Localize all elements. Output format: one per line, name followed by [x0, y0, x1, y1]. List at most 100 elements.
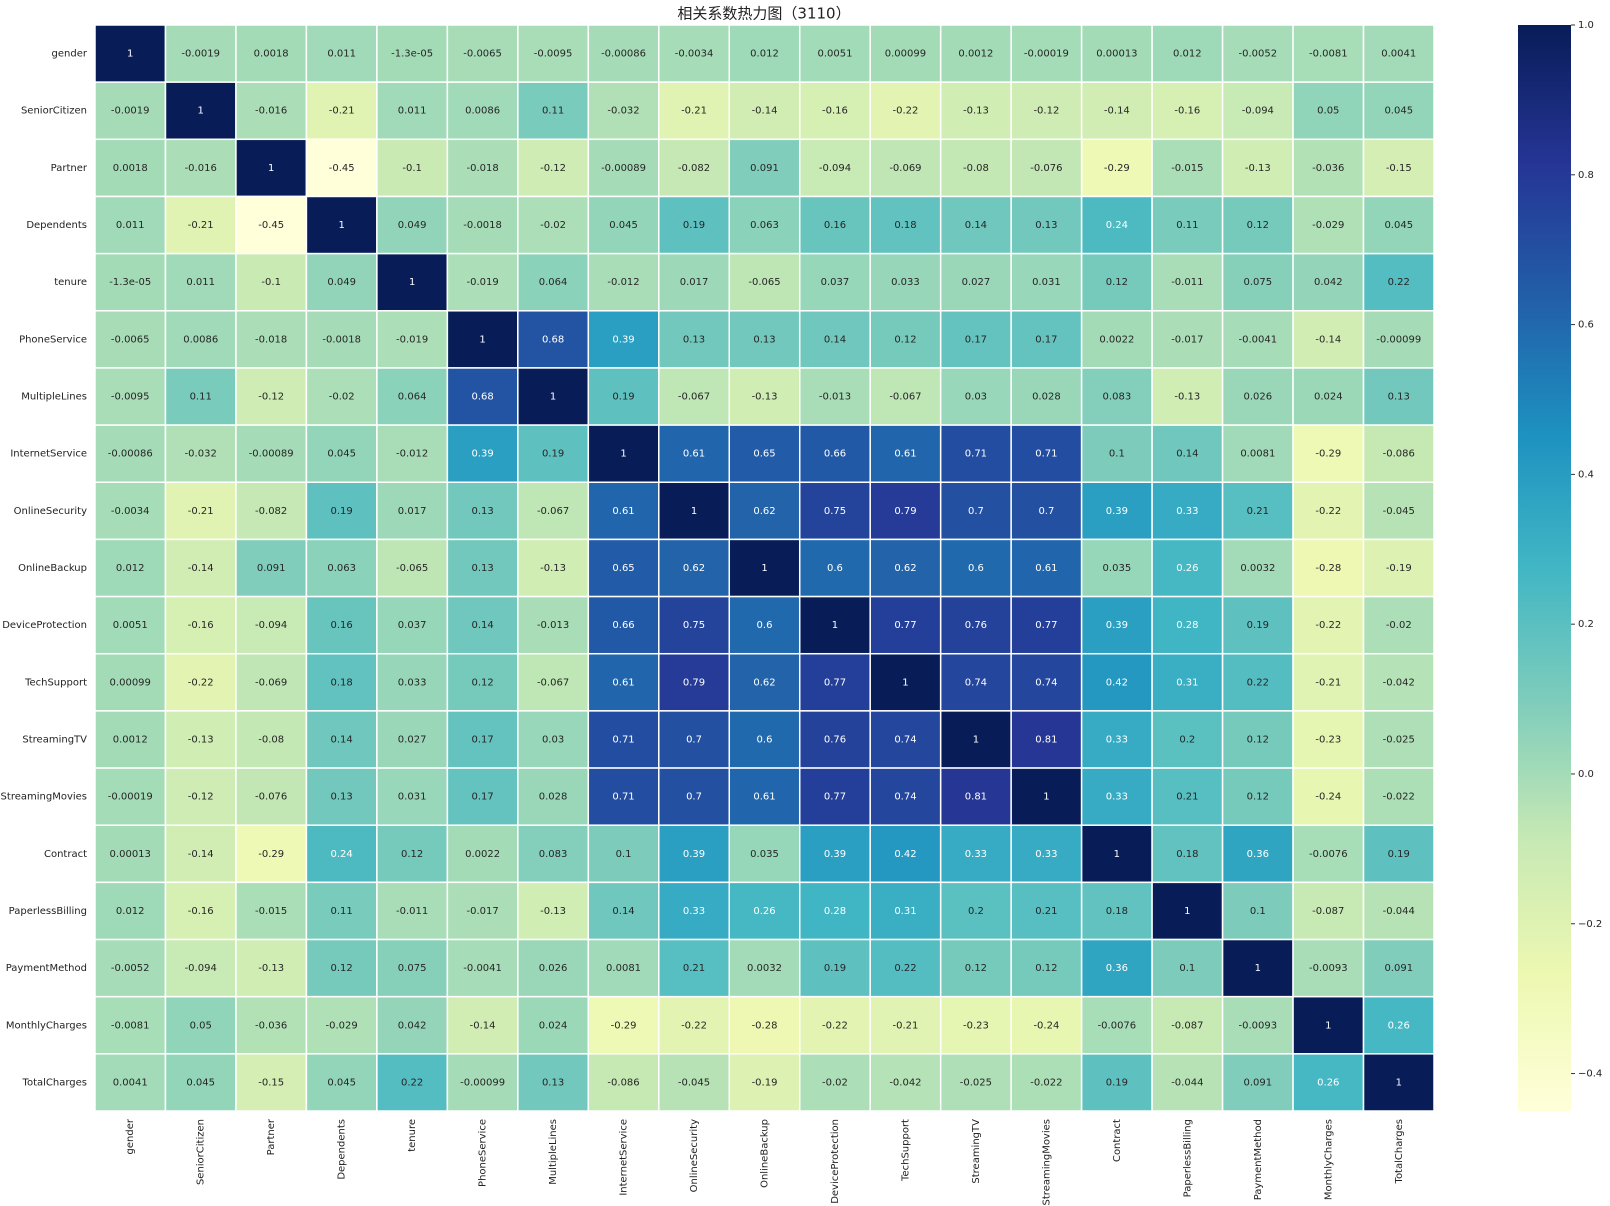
heatmap-cell	[587, 710, 660, 769]
cell-label: -0.12	[540, 163, 566, 174]
heatmap-cell	[305, 995, 378, 1055]
cell-label: -0.017	[1171, 334, 1203, 345]
heatmap-cell	[869, 367, 942, 426]
heatmap-cell	[446, 938, 519, 998]
heatmap-cell	[1221, 538, 1294, 598]
cell-label: 0.0012	[958, 49, 993, 60]
cell-label: 0.12	[1106, 277, 1128, 288]
cell-label: -0.017	[466, 906, 498, 917]
heatmap-cell	[235, 595, 308, 655]
heatmap-cell	[658, 310, 731, 369]
cell-label: 0.13	[1035, 220, 1057, 231]
cell-label: 1	[1396, 1077, 1402, 1088]
heatmap-cell	[376, 424, 449, 484]
cell-label: 0.063	[327, 563, 356, 574]
cell-label: 1	[691, 506, 697, 517]
cell-label: -0.00099	[460, 1077, 505, 1088]
heatmap-cell	[587, 652, 660, 712]
cell-label: 0.6	[757, 734, 773, 745]
heatmap-cell	[517, 995, 590, 1055]
cell-label: -0.0093	[1239, 1020, 1278, 1031]
cell-label: -0.0019	[111, 106, 150, 117]
heatmap-cell	[376, 595, 449, 655]
cell-label: 0.0086	[183, 334, 218, 345]
cell-label: -0.065	[748, 277, 780, 288]
y-tick-label: Partner	[51, 163, 88, 174]
heatmap-cell	[1362, 310, 1435, 369]
cell-label: 0.0012	[113, 734, 148, 745]
cell-label: 0.39	[612, 334, 634, 345]
cell-label: 0.1	[616, 849, 632, 860]
cell-label: -0.28	[752, 1020, 778, 1031]
cell-label: -0.019	[466, 277, 498, 288]
cell-label: -0.0095	[534, 49, 573, 60]
cell-label: 0.31	[894, 906, 916, 917]
cell-label: 1	[268, 163, 274, 174]
cell-label: -0.082	[255, 506, 287, 517]
heatmap-cell	[869, 310, 942, 369]
y-tick-label: MultipleLines	[21, 392, 87, 403]
cell-label: 0.26	[1317, 1077, 1339, 1088]
cell-label: -0.21	[681, 106, 707, 117]
heatmap-cell	[658, 81, 731, 141]
cell-label: -0.0052	[1239, 49, 1278, 60]
cell-label: 0.13	[471, 563, 493, 574]
heatmap-cell	[164, 138, 237, 198]
cell-label: -1.3e-05	[391, 49, 433, 60]
cell-label: 0.035	[750, 849, 779, 860]
heatmap-cell	[939, 195, 1012, 255]
heatmap-cell	[869, 424, 942, 484]
cell-label: 0.74	[965, 677, 987, 688]
cell-label: -0.14	[188, 849, 214, 860]
y-tick-label: Contract	[44, 849, 87, 860]
colorbar-tick-label: −0.4	[1578, 1069, 1602, 1080]
cell-label: 0.064	[539, 277, 568, 288]
cell-label: 0.045	[1384, 220, 1413, 231]
cell-label: 0.0081	[606, 963, 641, 974]
cell-label: -0.13	[1174, 392, 1200, 403]
cell-label: -0.065	[396, 563, 428, 574]
heatmap-cell	[798, 881, 871, 941]
cell-label: 0.012	[750, 49, 779, 60]
cell-label: -0.018	[255, 334, 287, 345]
cell-label: -0.042	[889, 1077, 921, 1088]
heatmap-cell	[305, 367, 378, 426]
heatmap-cell	[517, 367, 590, 426]
cell-label: -0.029	[1312, 220, 1344, 231]
heatmap-cell	[376, 1053, 449, 1112]
x-tick-label: MonthlyCharges	[1323, 1119, 1334, 1200]
heatmap-cell	[1010, 881, 1083, 941]
cell-label: 0.0086	[465, 106, 500, 117]
cell-label: 0.79	[894, 506, 916, 517]
heatmap-cell	[658, 1053, 731, 1112]
heatmap-cell	[446, 881, 519, 941]
x-tick-label: TotalCharges	[1394, 1119, 1405, 1184]
cell-label: 0.75	[683, 620, 705, 631]
heatmap-cell	[869, 881, 942, 941]
cell-label: -0.22	[822, 1020, 848, 1031]
cell-label: -0.011	[396, 906, 428, 917]
heatmap-cell	[1292, 1053, 1365, 1112]
cell-label: -0.24	[1315, 792, 1341, 803]
cell-label: 0.017	[680, 277, 709, 288]
cell-label: 0.064	[398, 392, 427, 403]
cell-label: 0.031	[1032, 277, 1061, 288]
heatmap-cell	[658, 881, 731, 941]
cell-label: -0.00089	[249, 449, 294, 460]
cell-label: -0.044	[1383, 906, 1415, 917]
cell-label: -0.15	[258, 1077, 284, 1088]
cell-label: -0.086	[1383, 449, 1415, 460]
cell-label: -0.08	[258, 734, 284, 745]
cell-label: 0.00099	[110, 677, 151, 688]
cell-label: 0.027	[962, 277, 991, 288]
heatmap-cell	[658, 138, 731, 198]
cell-label: 0.19	[612, 392, 634, 403]
cell-label: -0.13	[540, 563, 566, 574]
cell-label: 0.18	[1176, 849, 1198, 860]
cell-label: 0.12	[1247, 734, 1269, 745]
cell-label: 0.075	[1243, 277, 1272, 288]
heatmap-cell	[517, 1053, 590, 1112]
cell-label: 0.66	[824, 449, 846, 460]
cell-label: 0.77	[1035, 620, 1057, 631]
cell-label: 0.011	[116, 220, 145, 231]
